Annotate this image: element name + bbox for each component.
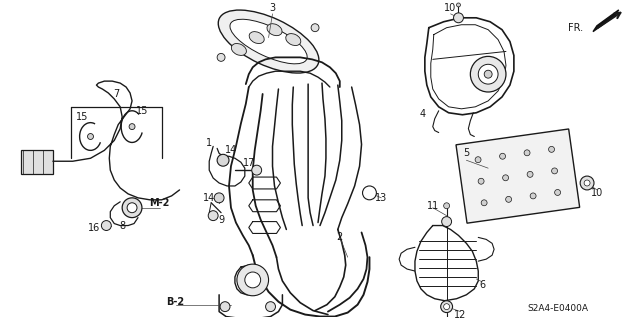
Text: FR.: FR. bbox=[568, 23, 583, 33]
Circle shape bbox=[478, 178, 484, 184]
Text: 14: 14 bbox=[225, 145, 237, 155]
Ellipse shape bbox=[249, 32, 264, 44]
Circle shape bbox=[502, 175, 509, 181]
Text: B-2: B-2 bbox=[166, 297, 185, 307]
Text: M-2: M-2 bbox=[150, 198, 170, 208]
Circle shape bbox=[527, 172, 533, 177]
Text: 15: 15 bbox=[136, 106, 148, 116]
Text: 15: 15 bbox=[76, 112, 89, 122]
Circle shape bbox=[362, 186, 376, 200]
Circle shape bbox=[129, 124, 135, 130]
Circle shape bbox=[524, 150, 530, 156]
Circle shape bbox=[311, 24, 319, 32]
Text: 10: 10 bbox=[591, 188, 603, 198]
Circle shape bbox=[266, 302, 275, 312]
Ellipse shape bbox=[230, 19, 307, 64]
Bar bbox=[21, 150, 53, 174]
Ellipse shape bbox=[267, 24, 282, 36]
Circle shape bbox=[580, 176, 594, 190]
Ellipse shape bbox=[286, 34, 301, 45]
Circle shape bbox=[220, 302, 230, 312]
Text: 8: 8 bbox=[119, 220, 125, 230]
Polygon shape bbox=[593, 10, 619, 32]
Text: 13: 13 bbox=[375, 193, 387, 203]
Circle shape bbox=[214, 193, 224, 203]
Circle shape bbox=[584, 180, 590, 186]
Circle shape bbox=[456, 3, 460, 7]
Circle shape bbox=[252, 165, 262, 175]
Circle shape bbox=[442, 217, 452, 227]
Text: 10: 10 bbox=[444, 3, 457, 13]
Circle shape bbox=[555, 189, 561, 196]
Circle shape bbox=[484, 70, 492, 78]
Text: 12: 12 bbox=[454, 309, 467, 320]
Circle shape bbox=[208, 211, 218, 220]
Circle shape bbox=[88, 133, 93, 140]
Circle shape bbox=[101, 220, 111, 230]
Text: 5: 5 bbox=[463, 148, 470, 158]
Circle shape bbox=[444, 304, 449, 310]
Circle shape bbox=[444, 203, 449, 209]
Text: 14: 14 bbox=[203, 193, 215, 203]
Circle shape bbox=[478, 64, 498, 84]
Circle shape bbox=[500, 153, 506, 159]
Circle shape bbox=[127, 203, 137, 213]
Circle shape bbox=[217, 154, 229, 166]
Text: 17: 17 bbox=[243, 158, 255, 168]
Text: 3: 3 bbox=[269, 3, 276, 13]
Circle shape bbox=[552, 168, 557, 174]
Circle shape bbox=[441, 301, 452, 313]
Circle shape bbox=[122, 198, 142, 218]
Circle shape bbox=[548, 146, 554, 152]
Text: 7: 7 bbox=[113, 89, 119, 99]
Circle shape bbox=[454, 13, 463, 23]
Text: S2A4-E0400A: S2A4-E0400A bbox=[527, 304, 588, 313]
Polygon shape bbox=[456, 129, 580, 223]
Ellipse shape bbox=[218, 10, 319, 73]
Circle shape bbox=[217, 53, 225, 61]
Circle shape bbox=[245, 272, 260, 288]
Circle shape bbox=[530, 193, 536, 199]
Text: 11: 11 bbox=[427, 201, 439, 211]
Ellipse shape bbox=[231, 44, 246, 55]
Text: 6: 6 bbox=[479, 280, 485, 290]
Circle shape bbox=[475, 157, 481, 163]
Text: 4: 4 bbox=[420, 109, 426, 119]
Circle shape bbox=[506, 196, 511, 202]
Circle shape bbox=[481, 200, 487, 206]
Circle shape bbox=[470, 56, 506, 92]
Circle shape bbox=[237, 264, 269, 296]
Text: 9: 9 bbox=[218, 215, 224, 225]
Text: 1: 1 bbox=[206, 139, 212, 148]
Text: 2: 2 bbox=[337, 232, 343, 243]
Text: 16: 16 bbox=[88, 222, 100, 233]
